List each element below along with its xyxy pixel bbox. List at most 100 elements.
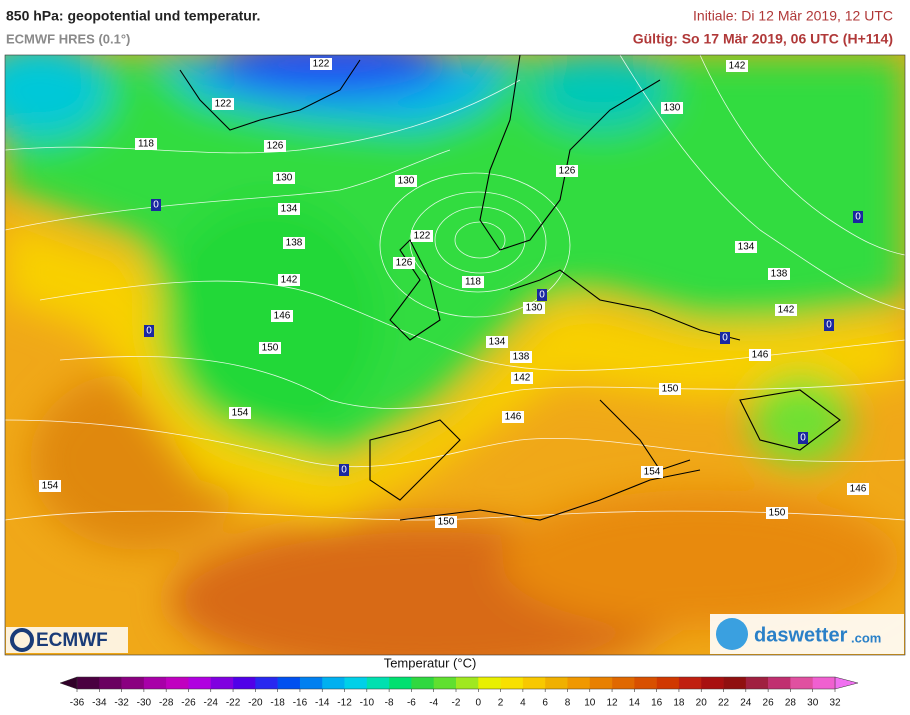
geopotential-label: 142 — [514, 373, 531, 384]
colorbar-tick-label: 10 — [584, 698, 596, 709]
colorbar-tick-label: 32 — [829, 698, 841, 709]
label-box — [735, 241, 757, 253]
geopotential-label: 134 — [489, 337, 506, 348]
colorbar-cell — [121, 677, 145, 689]
geopotential-label: 142 — [729, 61, 746, 72]
valid-time: Gültig: So 17 Mär 2019, 06 UTC (H+114) — [633, 31, 893, 47]
label-box — [411, 230, 433, 242]
geopotential-label: 126 — [559, 166, 576, 177]
colorbar-tick-label: -30 — [137, 698, 152, 709]
label-box — [39, 480, 61, 492]
colorbar-tick-label: 4 — [520, 698, 526, 709]
geopotential-label: 138 — [286, 238, 303, 249]
colorbar-tick-label: 16 — [651, 698, 663, 709]
isotherm-label: 0 — [341, 465, 347, 476]
geopotential-label: 130 — [398, 176, 415, 187]
geopotential-label: 154 — [232, 408, 249, 419]
colorbar-tick-label: 24 — [740, 698, 752, 709]
label-box — [556, 165, 578, 177]
geopotential-label: 150 — [769, 508, 786, 519]
isotherm-label: 0 — [826, 320, 832, 331]
geopotential-label: 122 — [215, 99, 232, 110]
colorbar-cell — [255, 677, 278, 689]
title: 850 hPa: geopotential und temperatur. — [6, 8, 260, 24]
label-box — [847, 483, 869, 495]
colorbar-cell — [634, 677, 657, 689]
subtitle: ECMWF HRES (0.1°) — [6, 31, 130, 46]
colorbar-tick-label: 28 — [785, 698, 797, 709]
colorbar-cell — [567, 677, 591, 689]
colorbar-tick-label: -24 — [204, 698, 219, 709]
colorbar-tick-label: -2 — [452, 698, 461, 709]
colorbar-cell — [277, 677, 301, 689]
label-box — [395, 175, 417, 187]
colorbar-cell — [812, 677, 836, 689]
geopotential-label: 154 — [42, 481, 59, 492]
geopotential-label: 146 — [752, 350, 769, 361]
geopotential-label: 126 — [267, 141, 284, 152]
colorbar-cell — [745, 677, 769, 689]
colorbar-cell — [589, 677, 613, 689]
coastlines — [179, 55, 841, 521]
colorbar-cell — [678, 677, 702, 689]
isotherm-box — [144, 325, 154, 337]
label-box — [273, 172, 295, 184]
label-box — [486, 336, 508, 348]
label-box — [726, 60, 748, 72]
isotherm-label: 0 — [722, 333, 728, 344]
geopotential-label: 150 — [662, 384, 679, 395]
geopotential-label: 146 — [274, 311, 291, 322]
label-box — [749, 349, 771, 361]
colorbar-tick-label: 14 — [629, 698, 641, 709]
geopotential-label: 142 — [281, 275, 298, 286]
isotherm-box — [824, 319, 834, 331]
colorbar-cell — [545, 677, 568, 689]
colorbar-cell — [389, 677, 412, 689]
colorbar-cell — [210, 677, 234, 689]
geopotential-label: 122 — [414, 231, 431, 242]
colorbar-cell — [612, 677, 635, 689]
isotherm-label: 0 — [800, 433, 806, 444]
label-box — [259, 342, 281, 354]
colorbar-tick-label: -6 — [407, 698, 416, 709]
colorbar-cell — [322, 677, 345, 689]
colorbar-cell — [411, 677, 435, 689]
geopotential-label: 130 — [526, 303, 543, 314]
colorbar-tick-label: -26 — [181, 698, 196, 709]
label-box — [393, 257, 415, 269]
colorbar-cell — [790, 677, 814, 689]
isotherm-box — [339, 464, 349, 476]
colorbar-cell — [656, 677, 680, 689]
colorbar-cell — [299, 677, 323, 689]
label-box — [278, 203, 300, 215]
geopotential-label: 122 — [313, 59, 330, 70]
colorbar-tick-label: -28 — [159, 698, 174, 709]
label-box — [523, 302, 545, 314]
label-box — [278, 274, 300, 286]
label-box — [641, 466, 663, 478]
colorbar-tick-label: -20 — [248, 698, 263, 709]
colorbar-under — [59, 676, 78, 690]
isotherm-box — [537, 289, 547, 301]
isotherm-box — [720, 332, 730, 344]
colorbar-tick-label: -8 — [385, 698, 394, 709]
colorbar-tick-label: 30 — [807, 698, 819, 709]
colorbar-cell — [344, 677, 368, 689]
colorbar-title: Temperatur (°C) — [384, 655, 477, 670]
colorbar-tick-label: -14 — [315, 698, 330, 709]
colorbar-tick-label: -22 — [226, 698, 241, 709]
geopotential-label: 130 — [664, 103, 681, 114]
colorbar-tick-label: -32 — [114, 698, 129, 709]
colorbar-cell — [366, 677, 390, 689]
contours — [5, 55, 905, 521]
colorbar-tick-label: -10 — [360, 698, 375, 709]
geopotential-label: 130 — [276, 173, 293, 184]
label-box — [766, 507, 788, 519]
colorbar-tick-label: -34 — [92, 698, 107, 709]
contour-labels: 122 142 122 130 118 126 126 130 130 134 122 138 134 1… — [39, 58, 869, 528]
label-box — [768, 268, 790, 280]
colorbar-tick-label: -12 — [337, 698, 352, 709]
daswetter-text: daswetter — [754, 624, 848, 646]
geopotential-label: 142 — [778, 305, 795, 316]
label-box — [510, 351, 532, 363]
